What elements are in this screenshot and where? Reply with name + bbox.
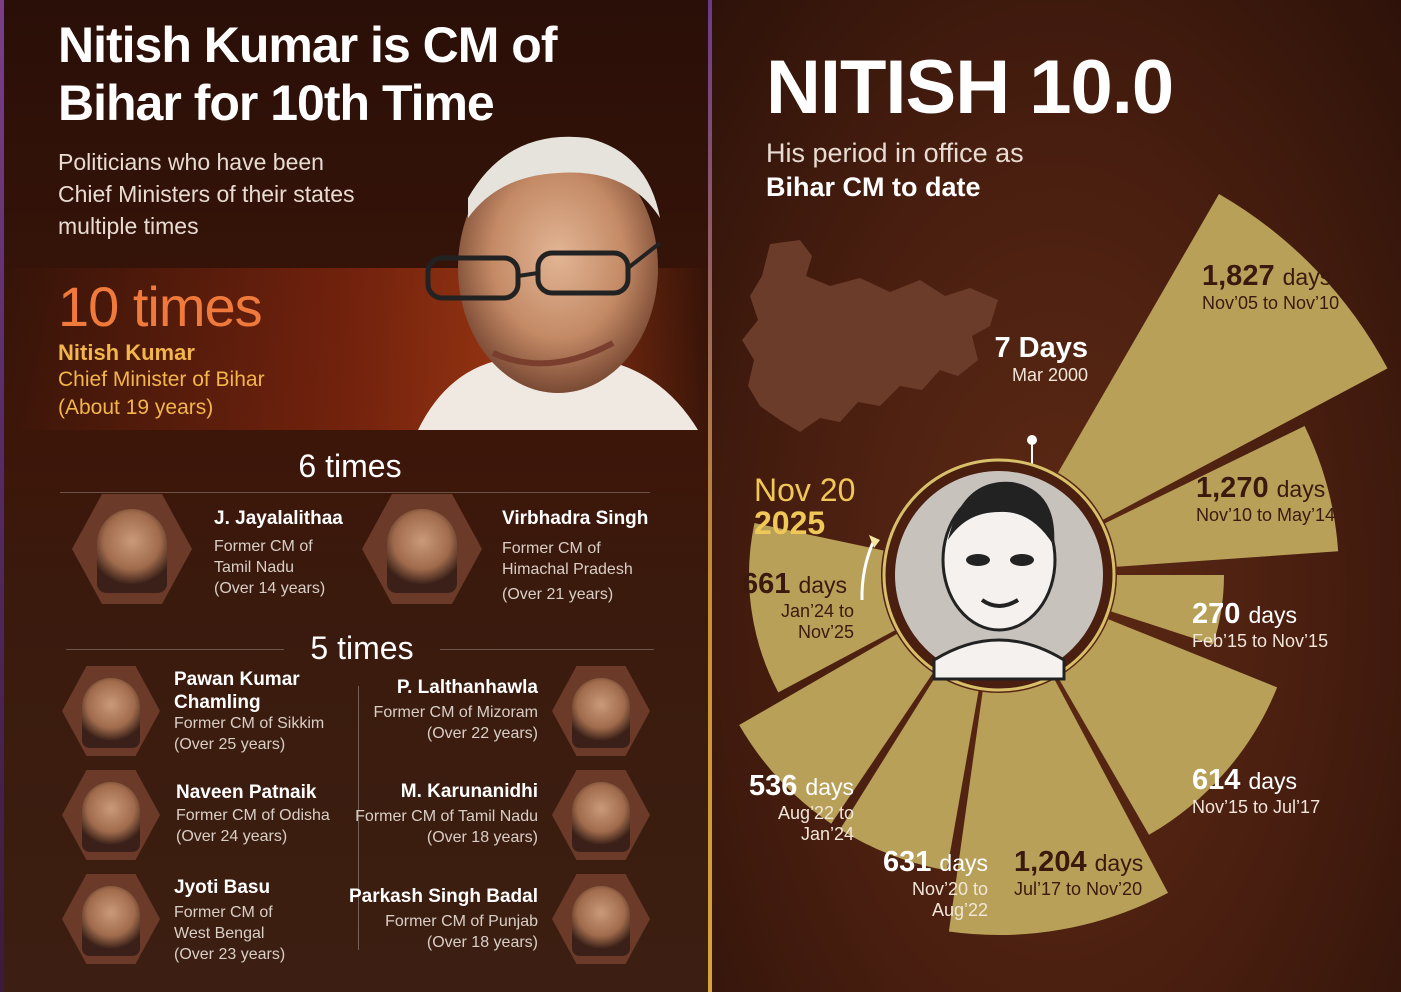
start-date: Nov 20 2025 (754, 472, 856, 541)
person-role: Former CM of Punjab (Over 18 years) (385, 913, 538, 951)
karunanidhi-photo (552, 770, 650, 860)
six-times-heading: 6 times (298, 448, 402, 484)
term-wedge (1111, 575, 1224, 645)
pawan-chamling-photo (62, 666, 160, 756)
person-role: Former CM of West Bengal (Over 23 years) (174, 904, 286, 963)
lalthanhawla-photo (552, 666, 650, 756)
tenure-chart (739, 193, 1388, 935)
subtitle: Politicians who have been Chief Minister… (58, 149, 355, 239)
term-label: 1,270 days Nov’10 to May’14 (1196, 472, 1336, 525)
term-label: 7 Days Mar 2000 (994, 332, 1088, 385)
nitish-kumar-photo (418, 136, 698, 430)
person-name: Parkash Singh Badal (348, 886, 538, 907)
person-name: Virbhadra Singh (502, 508, 649, 529)
term-label: 536 days Aug’22 to Jan’24 (748, 770, 854, 844)
naveen-patnaik-photo (62, 770, 160, 860)
panel-divider (708, 0, 712, 992)
person-role: Former CM of Odisha (Over 24 years) (176, 807, 330, 845)
term-wedge (1058, 193, 1388, 520)
term-label: 631 days Nov’20 to Aug’22 (882, 846, 988, 920)
term-label: 661 days Jan’24 to Nov’25 (742, 568, 854, 642)
person-role: Former CM of Sikkim (Over 25 years) (174, 715, 325, 753)
nitish-sketch-photo (932, 481, 1066, 681)
term-wedge (840, 675, 979, 871)
chart-arrow (860, 539, 876, 601)
person-role: Former CM of Tamil Nadu (Over 18 years) (355, 808, 538, 846)
term-label: 1,827 days Nov’05 to Nov’10 (1202, 260, 1340, 313)
person-name: J. Jayalalithaa (214, 508, 343, 529)
term-label: 1,204 days Jul’17 to Nov’20 (1014, 846, 1144, 899)
left-panel: Nitish Kumar is CM of Bihar for 10th Tim… (0, 0, 708, 992)
term-wedge (1058, 619, 1278, 835)
term-wedge (1105, 425, 1339, 567)
person-role: Former CM of Mizoram (Over 22 years) (373, 704, 538, 742)
person-role: Former CM of Tamil Nadu (Over 14 years) (214, 538, 326, 597)
jayalalithaa-photo (72, 494, 192, 604)
parkash-badal-photo (552, 874, 650, 964)
five-times-heading: 5 times (310, 630, 414, 666)
hero-role: Chief Minister of Bihar (58, 368, 265, 391)
main-title: Nitish Kumar is CM of Bihar for 10th Tim… (58, 17, 557, 131)
term-wedge (749, 523, 895, 693)
chart-tick-dot (1027, 435, 1037, 445)
person-name: Jyoti Basu (174, 877, 271, 898)
term-label: 270 days Feb’15 to Nov’15 (1192, 598, 1329, 651)
term-wedge (739, 634, 934, 824)
right-panel: NITISH 10.0 His period in office as Biha… (712, 0, 1401, 992)
bihar-map (742, 240, 998, 432)
term-wedge (948, 679, 1169, 935)
hero-years: (About 19 years) (58, 396, 214, 419)
person-name: Pawan Kumar Chamling (174, 669, 300, 713)
column-divider (358, 686, 359, 950)
person-name: P. Lalthanhawla (396, 677, 538, 698)
hero-name: Nitish Kumar (58, 340, 195, 365)
jyoti-basu-photo (62, 874, 160, 964)
person-name: Naveen Patnaik (176, 782, 317, 803)
virbhadra-singh-photo (362, 494, 482, 604)
term-label: 614 days Nov’15 to Jul’17 (1192, 764, 1321, 817)
right-title: NITISH 10.0 (766, 45, 1174, 130)
divider (66, 649, 284, 650)
right-subtitle-bold: Bihar CM to date (766, 172, 981, 202)
hero-count: 10 times (58, 275, 263, 338)
divider (60, 492, 650, 493)
person-name: M. Karunanidhi (400, 781, 538, 802)
divider (440, 649, 654, 650)
chart-arrow-head (869, 535, 880, 548)
right-subtitle: His period in office as (766, 138, 1024, 168)
person-role: Former CM of Himachal Pradesh (Over 21 y… (502, 540, 633, 603)
